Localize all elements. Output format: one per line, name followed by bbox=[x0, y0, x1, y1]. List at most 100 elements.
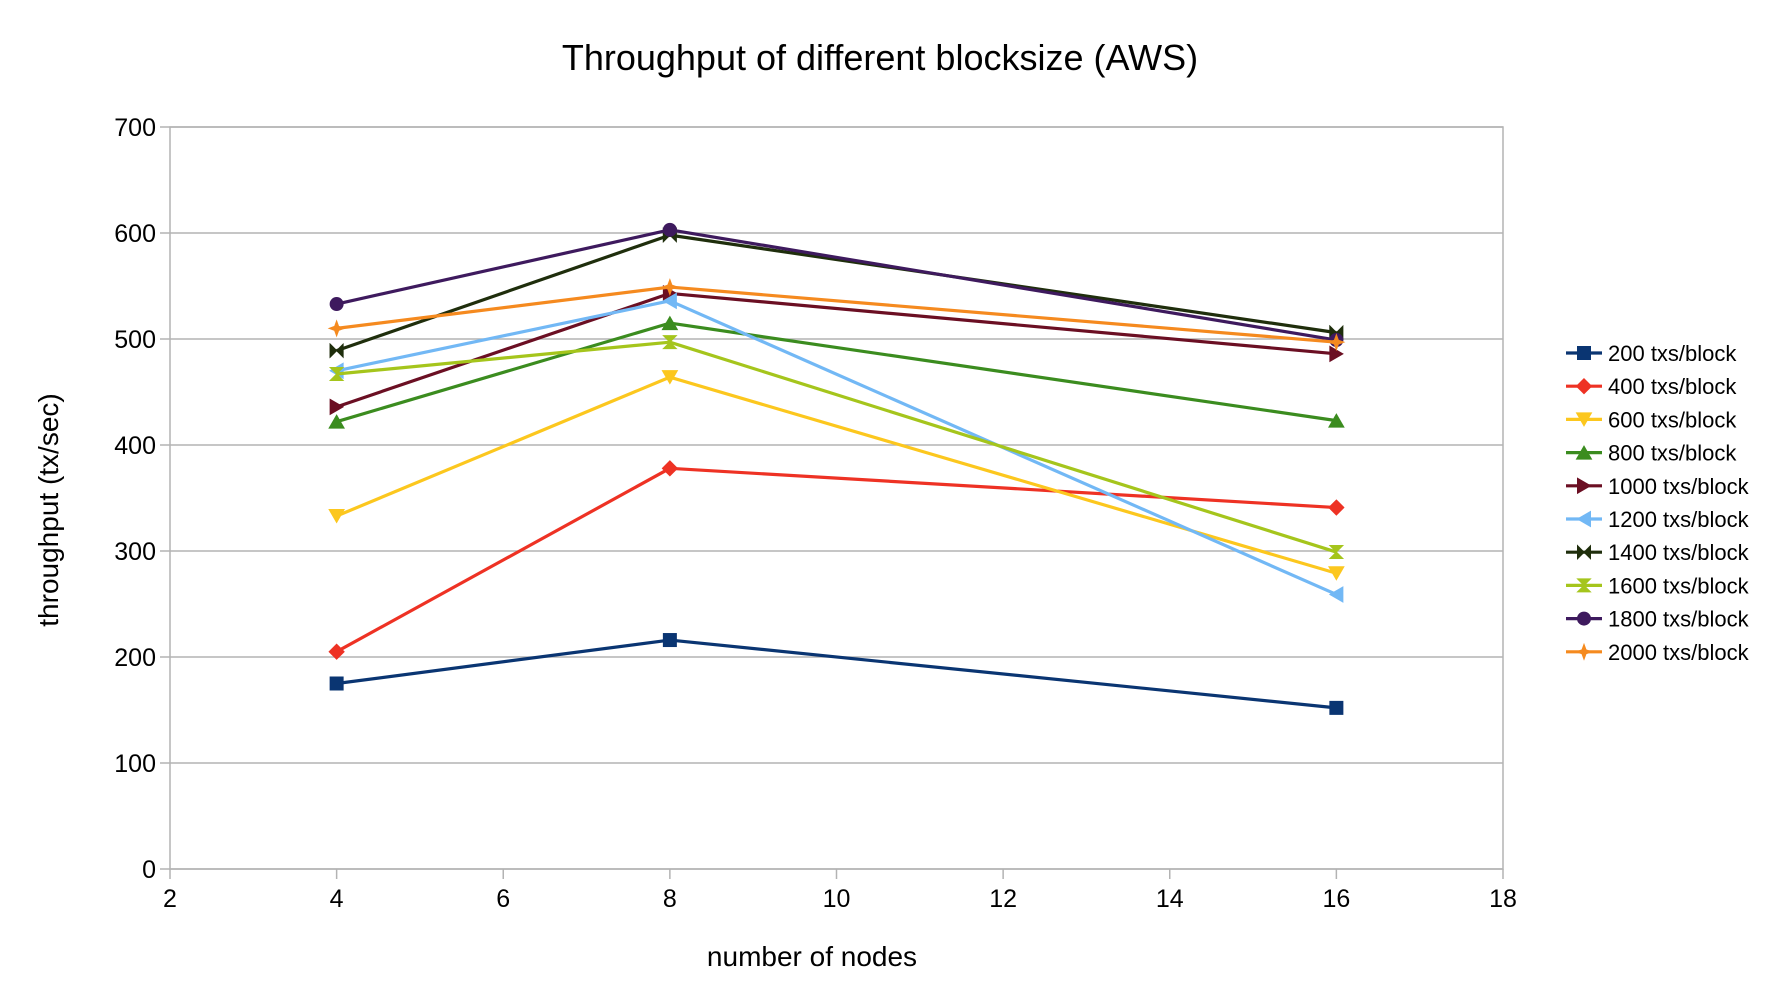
data-point bbox=[328, 414, 345, 429]
data-point bbox=[327, 319, 346, 338]
y-tick-label: 600 bbox=[114, 220, 156, 248]
series-line bbox=[336, 638, 1337, 710]
data-point bbox=[662, 341, 678, 350]
data-point bbox=[1577, 346, 1591, 360]
data-point bbox=[1576, 510, 1591, 528]
data-point bbox=[1575, 445, 1593, 460]
data-point bbox=[328, 373, 345, 381]
y-axis-tick-labels: 0 100 200 300 400 500 600 700 bbox=[114, 114, 156, 884]
data-point bbox=[329, 676, 344, 691]
data-point bbox=[328, 643, 345, 660]
legend-item: 1200 txs/block bbox=[1566, 507, 1750, 532]
data-point bbox=[1328, 545, 1345, 553]
data-point bbox=[1575, 412, 1593, 427]
y-tick-label: 0 bbox=[142, 856, 156, 884]
legend-label: 800 txs/block bbox=[1608, 441, 1737, 466]
data-point bbox=[1329, 700, 1344, 715]
legend-item: 1600 txs/block bbox=[1566, 573, 1750, 598]
y-tick-label: 700 bbox=[114, 114, 156, 142]
data-series bbox=[327, 222, 1346, 715]
plot-area-frame bbox=[169, 126, 1504, 870]
legend-item: 200 txs/block bbox=[1566, 341, 1737, 366]
data-point bbox=[660, 278, 679, 297]
legend-label: 2000 txs/block bbox=[1608, 640, 1750, 665]
x-tick-label: 14 bbox=[1156, 885, 1184, 913]
legend-label: 600 txs/block bbox=[1608, 407, 1737, 432]
data-point bbox=[1328, 499, 1345, 516]
x-tick-label: 18 bbox=[1489, 885, 1517, 913]
legend-item: 1400 txs/block bbox=[1566, 540, 1750, 565]
data-point bbox=[1575, 642, 1593, 661]
series-4 bbox=[328, 315, 1345, 429]
x-tick-label: 2 bbox=[163, 885, 177, 913]
y-tick-label: 100 bbox=[114, 750, 156, 778]
x-tick-label: 4 bbox=[330, 885, 344, 913]
data-point bbox=[661, 315, 679, 331]
data-point bbox=[662, 335, 678, 343]
series-9 bbox=[329, 222, 1344, 348]
legend-item: 800 txs/block bbox=[1566, 441, 1737, 466]
x-tick-label: 8 bbox=[663, 885, 677, 913]
data-point bbox=[1575, 377, 1593, 395]
data-point bbox=[1583, 544, 1591, 560]
x-tick-label: 10 bbox=[823, 885, 851, 913]
y-tick-label: 200 bbox=[114, 644, 156, 672]
legend-item: 600 txs/block bbox=[1566, 407, 1737, 432]
legend-item: 400 txs/block bbox=[1566, 374, 1737, 399]
legend-label: 400 txs/block bbox=[1608, 374, 1737, 399]
legend: 200 txs/block 400 txs/block 600 txs/block 8… bbox=[1566, 341, 1750, 665]
y-tick-label: 500 bbox=[114, 326, 156, 354]
series-1 bbox=[329, 633, 1344, 715]
data-point bbox=[662, 292, 677, 310]
series-line bbox=[335, 466, 1337, 654]
data-point bbox=[329, 398, 345, 416]
data-point bbox=[1328, 413, 1345, 428]
x-tick-label: 16 bbox=[1322, 885, 1350, 913]
y-tick-label: 400 bbox=[114, 432, 156, 460]
data-point bbox=[1328, 566, 1345, 581]
legend-label: 1000 txs/block bbox=[1608, 474, 1750, 499]
data-point bbox=[661, 460, 679, 477]
chart-title: Throughput of different blocksize (AWS) bbox=[562, 37, 1198, 78]
data-point bbox=[1328, 551, 1345, 560]
legend-label: 1400 txs/block bbox=[1608, 540, 1750, 565]
data-point bbox=[328, 366, 345, 375]
legend-label: 1800 txs/block bbox=[1608, 607, 1750, 632]
series-line bbox=[336, 375, 1337, 575]
data-point bbox=[1577, 477, 1592, 495]
x-axis-tick-labels: 2 4 6 8 10 12 14 16 18 bbox=[163, 885, 1517, 913]
legend-item: 2000 txs/block bbox=[1566, 640, 1750, 665]
legend-label: 1200 txs/block bbox=[1608, 507, 1750, 532]
data-point bbox=[329, 297, 344, 312]
series-line bbox=[336, 233, 1337, 353]
y-axis-label: throughput (tx/sec) bbox=[33, 393, 64, 626]
data-point bbox=[335, 342, 344, 359]
series-line bbox=[336, 228, 1337, 342]
legend-item: 1000 txs/block bbox=[1566, 474, 1750, 499]
series-10 bbox=[327, 278, 1346, 352]
data-point bbox=[1327, 333, 1346, 352]
x-tick-label: 6 bbox=[496, 885, 510, 913]
grid-lines bbox=[160, 126, 1504, 879]
x-tick-label: 12 bbox=[989, 885, 1017, 913]
legend-label: 200 txs/block bbox=[1608, 341, 1737, 366]
data-point bbox=[1576, 584, 1592, 593]
series-8 bbox=[328, 335, 1345, 560]
legend-item: 1800 txs/block bbox=[1566, 607, 1750, 632]
data-point bbox=[1328, 586, 1344, 603]
data-point bbox=[328, 509, 345, 524]
data-point bbox=[662, 633, 677, 648]
x-axis-label: number of nodes bbox=[707, 941, 917, 972]
series-2 bbox=[328, 460, 1345, 660]
data-point bbox=[1577, 611, 1591, 626]
series-3 bbox=[328, 370, 1345, 581]
series-7 bbox=[329, 227, 1344, 359]
data-point bbox=[1576, 578, 1592, 587]
legend-label: 1600 txs/block bbox=[1608, 573, 1750, 598]
data-point bbox=[1577, 544, 1585, 560]
data-point bbox=[661, 370, 679, 385]
data-point bbox=[329, 342, 338, 359]
data-point bbox=[662, 222, 677, 237]
y-tick-label: 300 bbox=[114, 538, 156, 566]
